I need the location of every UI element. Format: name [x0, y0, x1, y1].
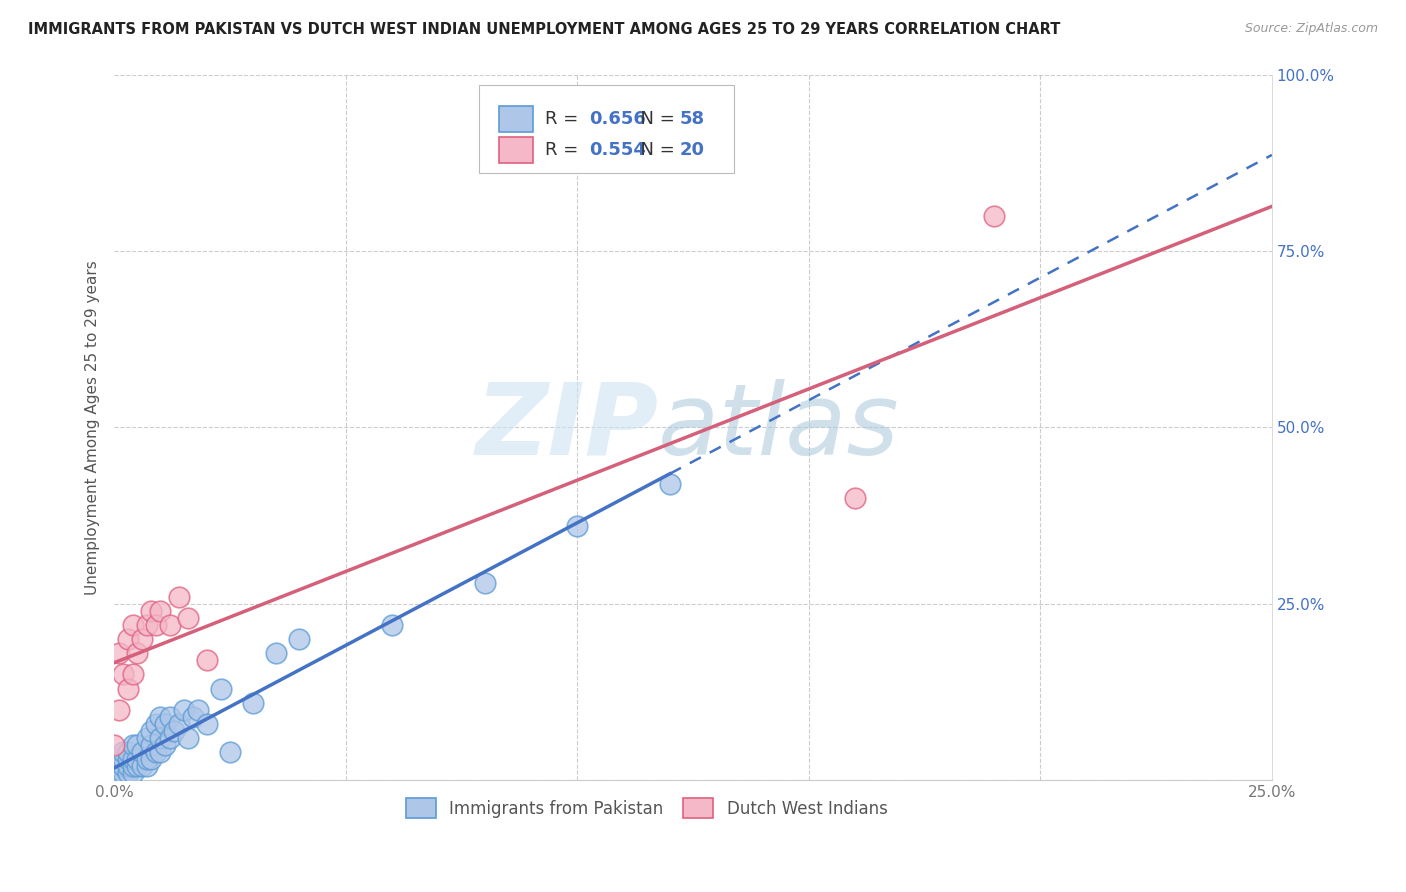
Point — [381, 618, 404, 632]
Legend: Immigrants from Pakistan, Dutch West Indians: Immigrants from Pakistan, Dutch West Ind… — [399, 791, 894, 825]
Text: Source: ZipAtlas.com: Source: ZipAtlas.com — [1244, 22, 1378, 36]
Point — [103, 766, 125, 780]
Point — [149, 745, 172, 759]
Point — [112, 773, 135, 788]
Point — [112, 745, 135, 759]
Point — [135, 731, 157, 745]
Point — [264, 646, 287, 660]
Text: R =: R = — [546, 141, 583, 159]
Point — [195, 716, 218, 731]
Point — [141, 723, 163, 738]
Point — [153, 738, 176, 752]
Text: 0.554: 0.554 — [589, 141, 645, 159]
Point — [187, 703, 209, 717]
Point — [127, 752, 149, 766]
Y-axis label: Unemployment Among Ages 25 to 29 years: Unemployment Among Ages 25 to 29 years — [86, 260, 100, 595]
Point — [103, 773, 125, 788]
Point — [127, 759, 149, 773]
Point — [117, 632, 139, 647]
Point — [181, 710, 204, 724]
Point — [108, 703, 131, 717]
Point — [145, 618, 167, 632]
Point — [117, 766, 139, 780]
Point — [121, 766, 143, 780]
Point — [658, 476, 681, 491]
Point — [177, 731, 200, 745]
Point — [145, 745, 167, 759]
Point — [141, 738, 163, 752]
Point — [209, 681, 232, 696]
Point — [108, 766, 131, 780]
Point — [103, 773, 125, 788]
Point — [145, 716, 167, 731]
Text: atlas: atlas — [658, 379, 900, 476]
Point — [117, 745, 139, 759]
Point — [149, 710, 172, 724]
Text: N =: N = — [630, 110, 681, 128]
Point — [121, 738, 143, 752]
Point — [112, 667, 135, 681]
Point — [127, 738, 149, 752]
Point — [108, 759, 131, 773]
Point — [159, 618, 181, 632]
Point — [167, 716, 190, 731]
Point — [135, 759, 157, 773]
Point — [103, 773, 125, 788]
Point — [112, 752, 135, 766]
Point — [149, 604, 172, 618]
Point — [121, 667, 143, 681]
Point — [131, 759, 153, 773]
Point — [103, 738, 125, 752]
Point — [141, 752, 163, 766]
Point — [173, 703, 195, 717]
Point — [242, 696, 264, 710]
Point — [121, 759, 143, 773]
Point — [141, 604, 163, 618]
Point — [108, 752, 131, 766]
Point — [177, 611, 200, 625]
Point — [108, 773, 131, 788]
Text: ZIP: ZIP — [475, 379, 658, 476]
Point — [103, 773, 125, 788]
Point — [983, 209, 1005, 223]
Point — [131, 632, 153, 647]
FancyBboxPatch shape — [479, 85, 734, 173]
Text: R =: R = — [546, 110, 583, 128]
Point — [135, 618, 157, 632]
Point — [108, 646, 131, 660]
Point — [121, 752, 143, 766]
Point — [159, 731, 181, 745]
Point — [159, 710, 181, 724]
Text: 20: 20 — [679, 141, 704, 159]
Point — [112, 759, 135, 773]
Point — [195, 653, 218, 667]
Point — [117, 681, 139, 696]
Point — [112, 766, 135, 780]
Text: IMMIGRANTS FROM PAKISTAN VS DUTCH WEST INDIAN UNEMPLOYMENT AMONG AGES 25 TO 29 Y: IMMIGRANTS FROM PAKISTAN VS DUTCH WEST I… — [28, 22, 1060, 37]
Text: 0.656: 0.656 — [589, 110, 645, 128]
Point — [219, 745, 242, 759]
Point — [131, 745, 153, 759]
Point — [844, 491, 866, 505]
Point — [117, 759, 139, 773]
Point — [288, 632, 311, 647]
Point — [163, 723, 186, 738]
FancyBboxPatch shape — [499, 137, 533, 162]
Text: 58: 58 — [679, 110, 704, 128]
Point — [117, 752, 139, 766]
Point — [167, 590, 190, 604]
Point — [567, 519, 589, 533]
Point — [127, 646, 149, 660]
Point — [121, 618, 143, 632]
Point — [153, 716, 176, 731]
Point — [149, 731, 172, 745]
Point — [135, 752, 157, 766]
Point — [474, 575, 496, 590]
Text: N =: N = — [630, 141, 681, 159]
FancyBboxPatch shape — [499, 106, 533, 132]
